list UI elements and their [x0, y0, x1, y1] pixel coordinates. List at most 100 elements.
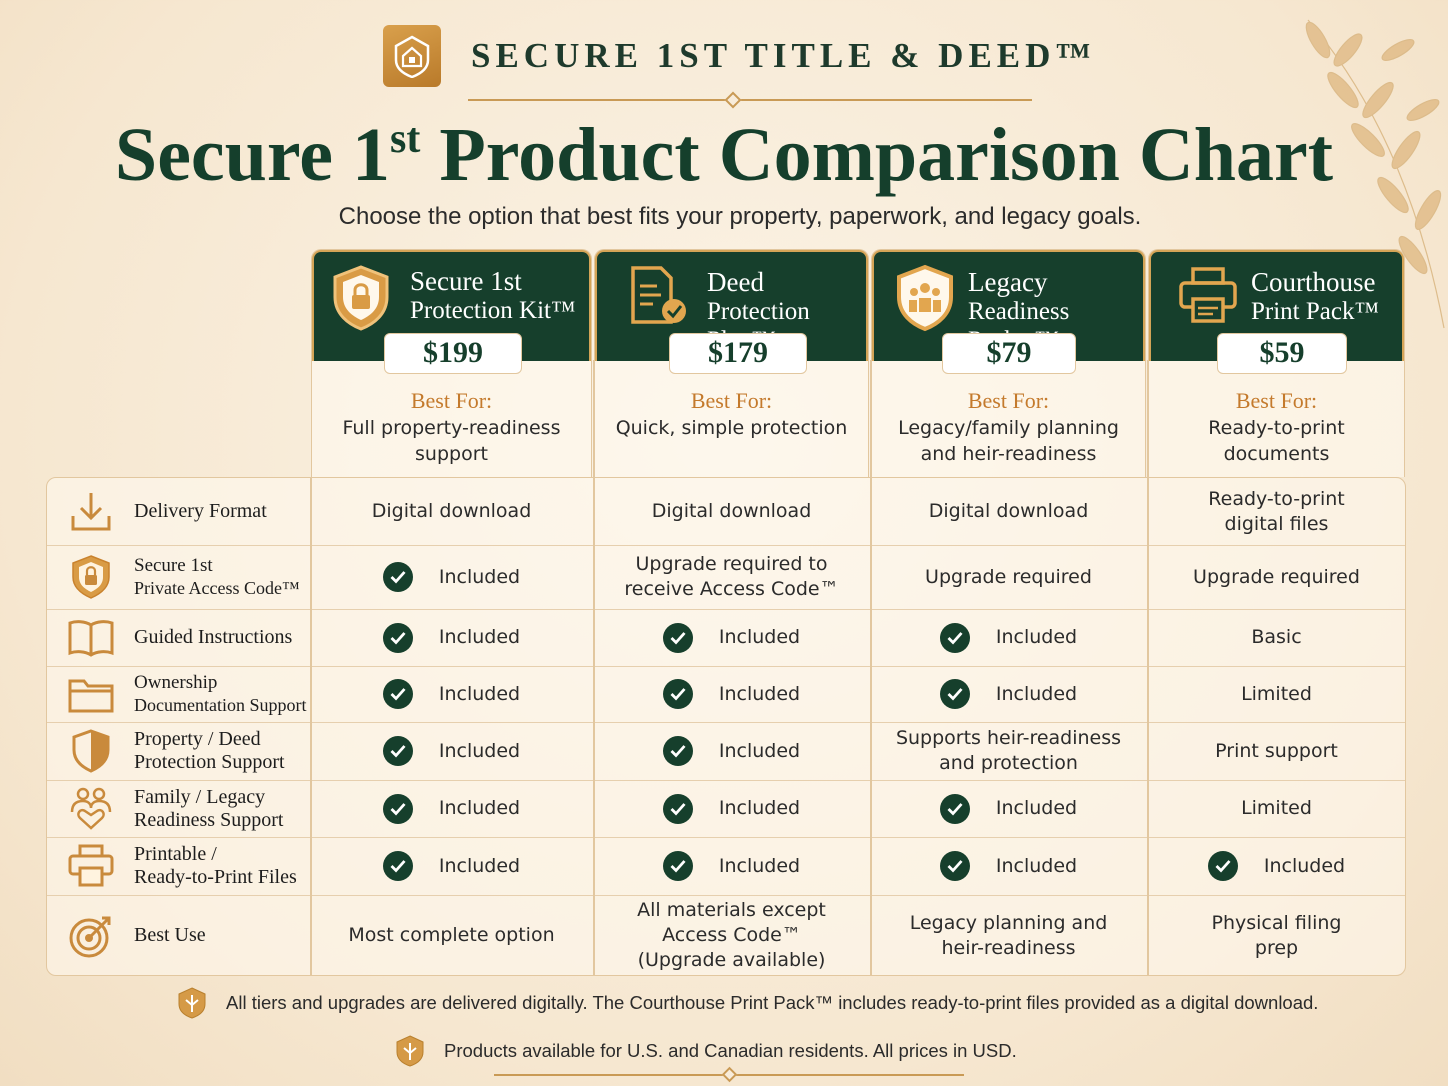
check-icon — [382, 793, 413, 824]
included-indicator: Included — [939, 679, 1078, 709]
product-name: Courthouse Print Pack™ — [1251, 267, 1379, 327]
table-cell: Included — [594, 722, 869, 780]
product-name-line1: Secure 1st — [410, 266, 522, 296]
check-icon — [662, 851, 693, 881]
row-label-line2: Protection Support — [134, 751, 285, 773]
row-label-line2: Ready-to-Print Files — [134, 866, 297, 888]
document-check-icon — [627, 264, 689, 332]
table-cell: Included — [311, 609, 592, 666]
table-cell: Supports heir-readiness and protection — [871, 722, 1146, 780]
cell-text: Print support — [1215, 739, 1338, 762]
included-indicator: Included — [382, 851, 521, 881]
cell-text: Included — [718, 739, 801, 762]
table-cell: Upgrade required — [871, 545, 1146, 609]
cell-text: Included — [438, 565, 521, 588]
family-badge-icon — [894, 264, 956, 336]
best-for-text: Quick, simple protection — [615, 417, 848, 439]
check-icon — [662, 679, 693, 709]
check-icon — [939, 679, 970, 709]
divider — [468, 99, 1032, 101]
row-label-line2: Private Access Code™ — [134, 578, 300, 598]
table-cell: Included — [594, 837, 869, 895]
house-shield-logo-icon — [383, 25, 441, 87]
table-cell: Included — [871, 609, 1146, 666]
table-cell: Digital download — [871, 478, 1146, 545]
best-for-label: Best For: — [967, 388, 1050, 413]
row-label: Property / Deed Protection Support — [134, 722, 285, 780]
price-badge: $79 — [942, 333, 1076, 374]
column-divider — [593, 360, 595, 976]
product-name-line2: Print Pack™ — [1251, 298, 1379, 326]
page-subtitle: Choose the option that best fits your pr… — [338, 203, 1142, 230]
table-cell: Included — [594, 609, 869, 666]
product-column-1: Secure 1st Protection Kit™ $199 Best For: Fu… — [311, 249, 592, 477]
included-indicator: Included — [662, 851, 800, 881]
table-cell: Basic — [1148, 609, 1405, 666]
cell-text: Legacy planning and heir-readiness — [909, 911, 1108, 959]
shield-badge-icon — [396, 1035, 424, 1067]
product-name-line2: Protection Kit™ — [410, 297, 576, 325]
best-for-text: Full property-readiness support — [342, 417, 561, 465]
table-cell: Included — [311, 666, 592, 722]
shield-badge-icon — [178, 987, 206, 1019]
product-name-line1: Legacy — [968, 267, 1048, 297]
table-cell: Included — [1148, 837, 1405, 895]
product-name-line1: Deed — [707, 267, 764, 297]
best-for-label: Best For: — [690, 388, 773, 413]
printer-icon — [1177, 264, 1239, 330]
table-cell: Limited — [1148, 666, 1405, 722]
column-divider — [870, 360, 872, 976]
cell-text: Included — [438, 682, 521, 705]
row-label-line2: Documentation Support — [134, 695, 307, 715]
best-for-label: Best For: — [1235, 388, 1318, 413]
cell-text: Included — [438, 626, 521, 648]
row-label-line1: Delivery Format — [134, 500, 267, 522]
row-label: Best Use — [134, 895, 206, 976]
table-cell: Included — [311, 545, 592, 609]
included-indicator: Included — [662, 679, 800, 709]
table-cell: Included — [871, 780, 1146, 837]
check-icon — [939, 622, 970, 653]
shield-icon — [66, 728, 116, 774]
footnote-delivery: All tiers and upgrades are delivered dig… — [176, 986, 1318, 1020]
cell-text: Included — [718, 626, 801, 648]
book-icon — [66, 615, 116, 661]
footnote-residency: Products available for U.S. and Canadian… — [394, 1034, 1017, 1068]
family-heart-icon — [66, 786, 116, 832]
check-icon — [662, 736, 693, 766]
page-title: Secure 1st Product Comparison Chart — [114, 113, 1334, 197]
product-column-4: Courthouse Print Pack™ $59 Best For: Ready-t… — [1148, 249, 1405, 477]
comparison-table — [46, 477, 1406, 976]
price-badge: $179 — [669, 333, 807, 374]
shield-lock-icon — [330, 264, 392, 336]
row-label: Guided Instructions — [134, 609, 292, 666]
cell-text: All materials except Access Code™ (Upgra… — [637, 899, 826, 971]
check-icon — [382, 622, 413, 653]
row-label: Ownership Documentation Support — [134, 666, 306, 722]
cell-text: Upgrade required to receive Access Code™ — [624, 553, 839, 600]
cell-text: Most complete option — [348, 924, 555, 946]
included-indicator: Included — [1207, 851, 1345, 881]
cell-text: Included — [995, 626, 1078, 648]
included-indicator: Included — [382, 736, 520, 766]
table-cell: Included — [871, 837, 1146, 895]
cell-text: Ready-to-print digital files — [1208, 487, 1345, 535]
best-for-label: Best For: — [410, 388, 493, 413]
table-cell: Included — [311, 780, 592, 837]
table-cell: Most complete option — [311, 895, 592, 976]
check-icon — [382, 736, 413, 766]
cell-text: Included — [995, 797, 1078, 819]
column-divider — [1147, 360, 1149, 976]
table-cell: Legacy planning and heir-readiness — [871, 895, 1146, 976]
cell-text: Included — [995, 682, 1078, 705]
cell-text: Physical filing prep — [1211, 911, 1342, 959]
row-label: Family / Legacy Readiness Support — [134, 780, 283, 837]
cell-text: Upgrade required — [925, 565, 1092, 588]
row-label-line1: Printable / — [134, 843, 217, 865]
cell-text: Included — [438, 854, 521, 877]
row-label: Delivery Format — [134, 478, 267, 545]
brand-header: SECURE 1ST TITLE & DEED™ — [383, 24, 1095, 88]
included-indicator: Included — [662, 793, 800, 824]
included-indicator: Included — [939, 622, 1078, 653]
